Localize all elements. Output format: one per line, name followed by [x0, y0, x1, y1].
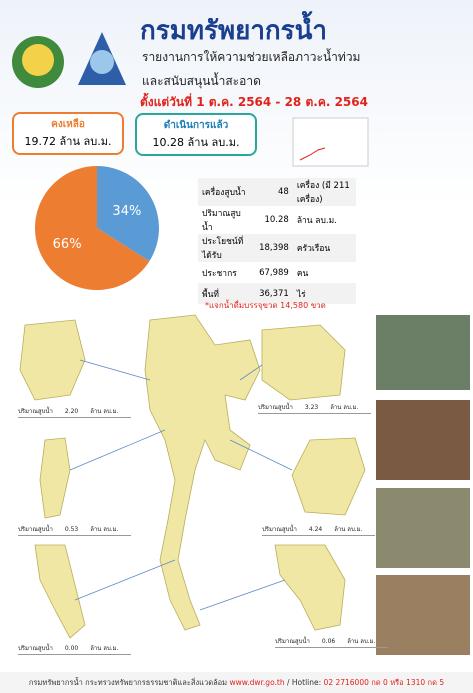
region-label: ปริมาณสูบน้ำ	[18, 645, 53, 652]
footer-phone: 02 2716000 กด 0 หรือ 1310 กด 5	[324, 678, 445, 687]
title: กรมทรัพยากรน้ำ	[140, 10, 327, 51]
region-unit: ล้าน ลบ.ม.	[90, 645, 118, 652]
slice-label: 34%	[112, 204, 141, 219]
region-unit: ล้าน ลบ.ม.	[90, 408, 118, 415]
slice-label: 66%	[53, 237, 82, 252]
table-cell: ครัวเรือน	[293, 234, 356, 262]
footer-org: กรมทรัพยากรน้ำ กระทรวงทรัพยากรธรรมชาติแล…	[29, 678, 227, 687]
region-label: ปริมาณสูบน้ำ	[18, 408, 53, 415]
region-value: 4.24	[309, 526, 322, 533]
region-value: 0.53	[65, 526, 78, 533]
callout-amount: 10.28 ล้าน ลบ.ม.	[153, 136, 240, 149]
footer-web: www.dwr.go.th	[230, 678, 285, 687]
callout-title: ดำเนินการแล้ว	[141, 118, 251, 133]
region-unit: ล้าน ลบ.ม.	[347, 638, 375, 645]
region-label: ปริมาณสูบน้ำ 0.00 ล้าน ลบ.ม.	[18, 643, 131, 655]
callout: ดำเนินการแล้ว 10.28 ล้าน ลบ.ม.	[135, 113, 257, 156]
callout: คงเหลือ 19.72 ล้าน ลบ.ม.	[12, 112, 124, 155]
table-cell: 48	[255, 178, 293, 206]
table-cell: ล้าน ลบ.ม.	[293, 206, 356, 234]
region-value: 0.00	[65, 645, 78, 652]
subtitle: และสนับสนุนน้ำสะอาด	[142, 72, 261, 91]
region-value: 3.23	[305, 404, 318, 411]
callout-title: คงเหลือ	[18, 117, 118, 132]
table-cell: ประชากร	[198, 262, 255, 283]
region-value: 0.06	[322, 638, 335, 645]
table-cell: 10.28	[255, 206, 293, 234]
footer: กรมทรัพยากรน้ำ กระทรวงทรัพยากรธรรมชาติแล…	[0, 672, 473, 693]
table-cell: 18,398	[255, 234, 293, 262]
infographic: 34% 66% กรมทรัพยากรน้ำ รายงานการให้ความช่…	[0, 0, 473, 693]
date-range: ตั้งแต่วันที่ 1 ต.ค. 2564 - 28 ต.ค. 2564	[140, 93, 368, 112]
table-cell: คน	[293, 262, 356, 283]
region-label: ปริมาณสูบน้ำ 3.23 ล้าน ลบ.ม.	[258, 402, 371, 414]
note: *แจกน้ำดื่มบรรจุขวด 14,580 ขวด	[205, 299, 326, 312]
region-label: ปริมาณสูบน้ำ	[258, 404, 293, 411]
photos	[376, 315, 470, 655]
region-label: ปริมาณสูบน้ำ 4.24 ล้าน ลบ.ม.	[262, 524, 375, 536]
table-cell: ประโยชน์ที่ได้รับ	[198, 234, 255, 262]
table-cell: เครื่อง (มี 211 เครื่อง)	[293, 178, 356, 206]
map	[20, 315, 365, 638]
region-unit: ล้าน ลบ.ม.	[330, 404, 358, 411]
region-unit: ล้าน ลบ.ม.	[90, 526, 118, 533]
region-label: ปริมาณสูบน้ำ	[262, 526, 297, 533]
region-label: ปริมาณสูบน้ำ 0.53 ล้าน ลบ.ม.	[18, 524, 131, 536]
region-unit: ล้าน ลบ.ม.	[334, 526, 362, 533]
table-cell: เครื่องสูบน้ำ	[198, 178, 255, 206]
region-label: ปริมาณสูบน้ำ	[275, 638, 310, 645]
region-value: 2.20	[65, 408, 78, 415]
footer-hotline: / Hotline:	[287, 678, 321, 687]
region-label: ปริมาณสูบน้ำ	[18, 526, 53, 533]
table-cell: ปริมาณสูบน้ำ	[198, 206, 255, 234]
region-label: ปริมาณสูบน้ำ 2.20 ล้าน ลบ.ม.	[18, 406, 131, 418]
region-label: ปริมาณสูบน้ำ 0.06 ล้าน ลบ.ม.	[275, 636, 388, 648]
callout-amount: 19.72 ล้าน ลบ.ม.	[25, 135, 112, 148]
thumbnail-chart	[293, 118, 368, 166]
logos	[12, 32, 126, 88]
table-cell: 67,989	[255, 262, 293, 283]
pie-chart: 34% 66%	[35, 166, 159, 290]
subtitle: รายงานการให้ความช่วยเหลือภาวะน้ำท่วม	[142, 48, 360, 67]
